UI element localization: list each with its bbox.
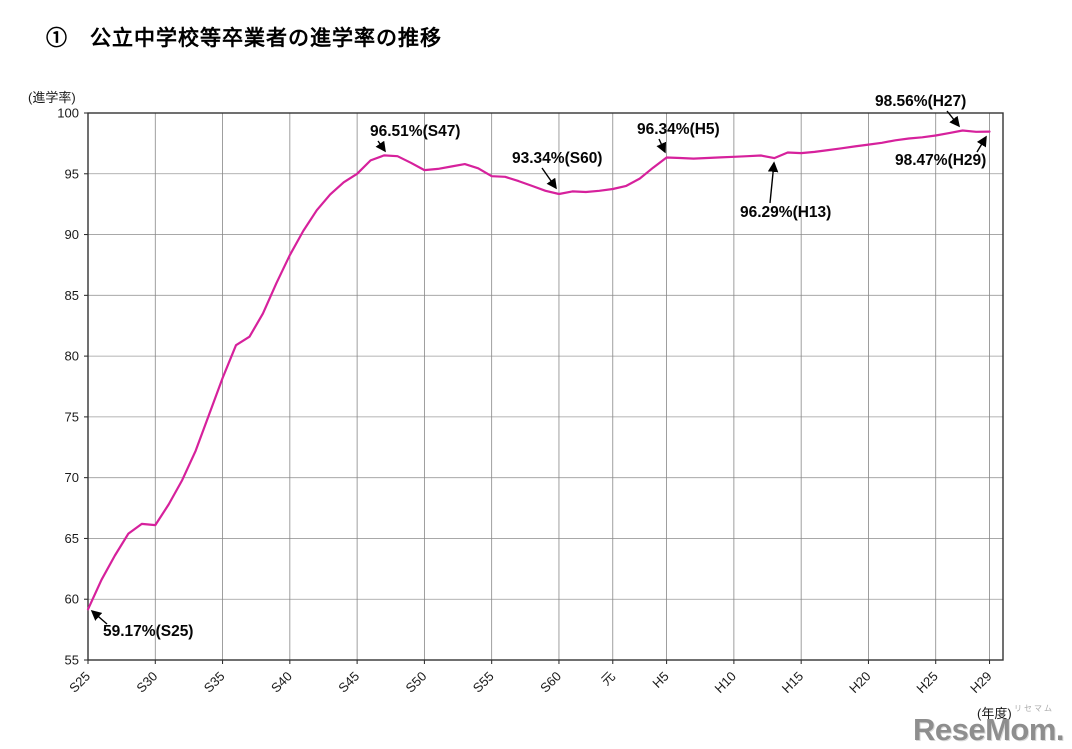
x-tick-label: S30 <box>133 669 160 696</box>
annotation-arrow <box>767 161 779 204</box>
annotation-label: 96.34%(H5) <box>637 121 720 138</box>
y-tick-label: 55 <box>65 653 79 668</box>
annotation-label: 96.29%(H13) <box>740 204 831 221</box>
advancement-rate-line <box>86 129 991 611</box>
x-tick-label: H29 <box>967 669 994 696</box>
resemom-watermark: リセマム ReseMom. <box>912 704 1065 747</box>
annotation-arrow <box>976 135 987 153</box>
x-tick-label: S35 <box>201 669 228 696</box>
annotation-label: 93.34%(S60) <box>512 150 602 167</box>
annotation-label: 96.51%(S47) <box>370 123 460 140</box>
x-tick-label: S50 <box>403 669 430 696</box>
annotation-label: 98.47%(H29) <box>895 152 986 169</box>
y-tick-label: 90 <box>65 227 79 242</box>
y-tick-label: 95 <box>65 166 79 181</box>
annotation-arrow <box>90 609 108 625</box>
x-tick-label: S55 <box>470 669 497 696</box>
y-tick-label: 70 <box>65 470 79 485</box>
y-tick-label: 100 <box>57 106 79 121</box>
x-tick-label: H5 <box>649 669 671 691</box>
page-title: ① 公立中学校等卒業者の進学率の推移 <box>46 27 442 50</box>
y-tick-label: 75 <box>65 409 79 424</box>
plot-border <box>87 112 1004 661</box>
watermark-ruby-text: リセマム <box>1014 704 1054 713</box>
annotation-arrow <box>375 140 386 153</box>
annotation-arrow <box>946 110 960 128</box>
x-tick-label: H20 <box>846 669 873 696</box>
y-axis-caption: (進学率) <box>28 90 76 105</box>
x-tick-label: H10 <box>712 669 739 696</box>
x-tick-label: S25 <box>66 669 93 696</box>
y-tick-label: 80 <box>65 349 79 364</box>
watermark-logo-text: ReseMom. <box>912 712 1065 747</box>
x-tick-label: S40 <box>268 669 295 696</box>
annotation-arrow <box>656 138 667 154</box>
y-tick-label: 60 <box>65 592 79 607</box>
y-tick-label: 85 <box>65 288 79 303</box>
x-tick-label: S60 <box>537 669 564 696</box>
x-tick-label: H25 <box>913 669 940 696</box>
annotation-label: 98.56%(H27) <box>875 93 966 110</box>
x-axis-caption: (年度) <box>977 706 1012 721</box>
annotation-label: 59.17%(S25) <box>103 623 193 640</box>
annotation-arrow <box>541 167 557 190</box>
y-tick-label: 65 <box>65 531 79 546</box>
x-tick-label: S45 <box>335 669 362 696</box>
x-tick-label: 元 <box>598 669 618 689</box>
x-tick-label: H15 <box>779 669 806 696</box>
